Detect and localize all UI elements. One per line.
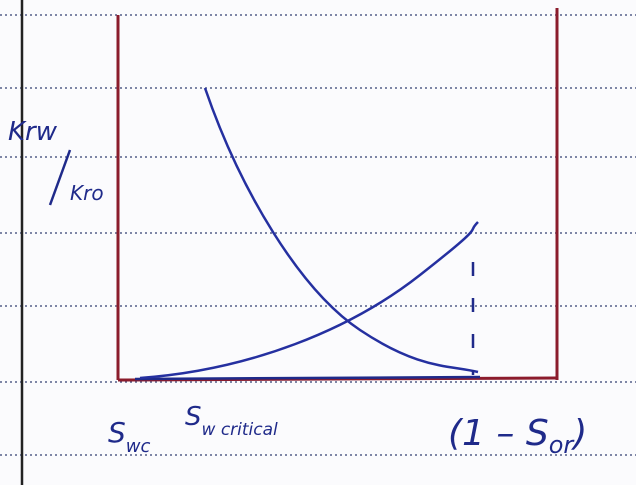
- label-end: ): [570, 413, 587, 454]
- sketch: Krw Kro Swc Sw critical (1 – Sor): [0, 0, 636, 485]
- label-sub: or: [549, 431, 576, 459]
- label-main: (1 – S: [448, 413, 549, 454]
- label-main: S: [185, 402, 202, 432]
- label-main: S: [108, 416, 126, 449]
- y-label-denominator: Kro: [70, 181, 104, 205]
- label-sub: w critical: [202, 420, 279, 440]
- y-label-numerator: Krw: [8, 117, 58, 147]
- label-sub: wc: [126, 436, 151, 457]
